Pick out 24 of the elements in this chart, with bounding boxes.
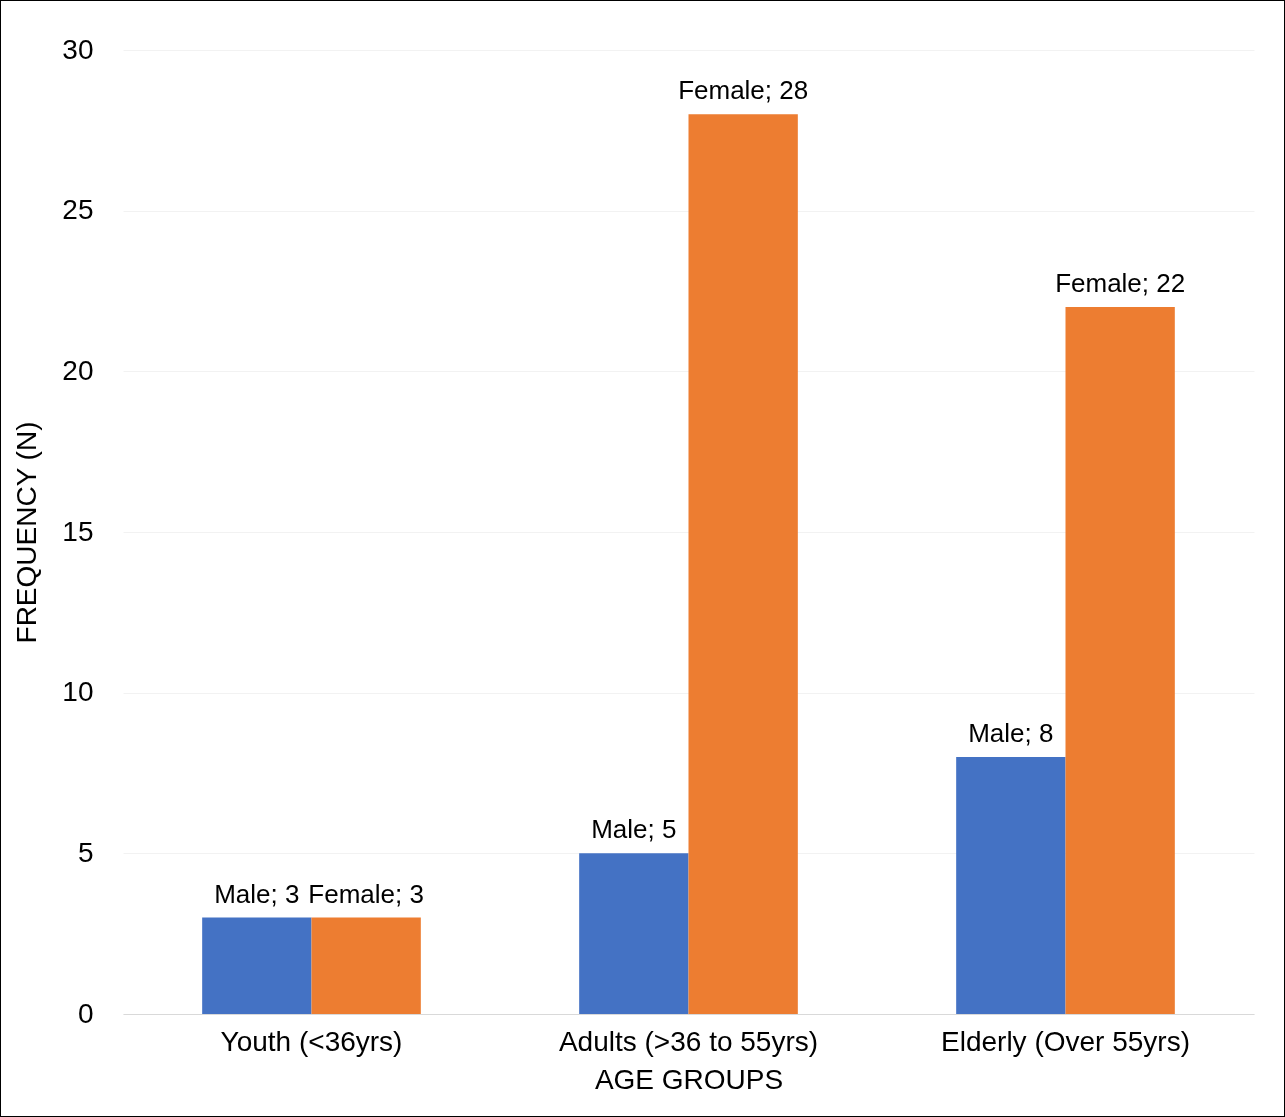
data-label: Male; 3 (214, 878, 300, 909)
y-axis-title: FREQUENCY (N) (11, 421, 43, 644)
x-axis-title: AGE GROUPS (594, 1063, 784, 1095)
x-tick-label: Adults (>36 to 55yrs) (558, 1025, 819, 1057)
data-label: Male; 5 (591, 814, 677, 845)
x-tick-label: Elderly (Over 55yrs) (941, 1025, 1190, 1057)
bar (688, 114, 798, 1014)
x-tick-label: Youth (<36yrs) (220, 1025, 403, 1057)
bar (956, 756, 1066, 1014)
bar (311, 917, 421, 1014)
y-tick-label: 20 (62, 354, 94, 386)
data-label: Female; 22 (1055, 268, 1186, 299)
y-tick-label: 0 (77, 997, 94, 1029)
data-label: Female; 3 (308, 878, 424, 909)
bar (579, 853, 689, 1014)
bar (1065, 307, 1175, 1014)
data-label: Male; 8 (968, 717, 1054, 748)
data-label: Female; 28 (678, 75, 809, 106)
bar (202, 917, 312, 1014)
y-tick-label: 10 (62, 676, 94, 708)
y-tick-label: 5 (77, 836, 94, 868)
y-tick-label: 15 (62, 515, 94, 547)
y-tick-label: 25 (62, 194, 94, 226)
y-tick-label: 30 (62, 33, 94, 65)
